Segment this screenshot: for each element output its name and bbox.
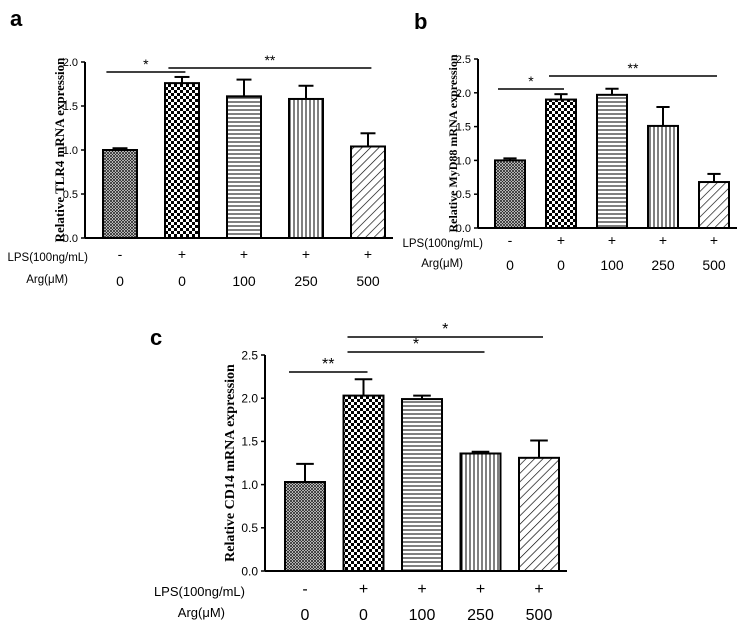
panel-label-c: c xyxy=(150,325,162,350)
bar xyxy=(596,93,628,229)
lps-row-label: LPS(100ng/mL) xyxy=(402,238,483,250)
bar xyxy=(102,149,138,239)
bar xyxy=(518,456,560,573)
lps-row-label: LPS(100ng/mL) xyxy=(7,252,88,264)
y-tick-label: 1.5 xyxy=(241,435,258,449)
y-axis-title: Relative MyD88 mRNA expression xyxy=(446,54,460,232)
lps-value: + xyxy=(534,581,543,598)
arg-row-label: Arg(μM) xyxy=(421,258,463,270)
y-tick-label: 1.0 xyxy=(63,145,78,157)
arg-value: 0 xyxy=(301,607,310,624)
arg-value: 100 xyxy=(409,607,436,624)
lps-value: + xyxy=(557,232,565,248)
arg-value: 250 xyxy=(467,607,494,624)
y-tick-label: 0.0 xyxy=(456,223,471,235)
arg-value: 500 xyxy=(526,607,553,624)
significance-label: ** xyxy=(264,52,275,68)
y-tick-label: 0.5 xyxy=(456,189,471,201)
significance-label: * xyxy=(442,321,448,338)
significance-label: * xyxy=(143,56,149,72)
bar xyxy=(545,98,577,229)
arg-row-label: Arg(μM) xyxy=(26,274,68,286)
arg-value: 0 xyxy=(359,607,368,624)
bar xyxy=(226,95,262,239)
arg-value: 0 xyxy=(178,273,186,289)
bar xyxy=(284,481,326,572)
arg-value: 500 xyxy=(356,273,380,289)
lps-value: + xyxy=(178,246,186,262)
arg-value: 0 xyxy=(116,273,124,289)
lps-value: + xyxy=(359,581,368,598)
lps-value: - xyxy=(118,246,123,262)
y-tick-label: 2.5 xyxy=(456,54,471,66)
bar xyxy=(350,145,386,239)
lps-value: + xyxy=(302,246,310,262)
lps-value: + xyxy=(608,232,616,248)
y-tick-label: 1.5 xyxy=(63,101,78,113)
lps-value: + xyxy=(417,581,426,598)
arg-value: 100 xyxy=(232,273,256,289)
y-tick-label: 0.5 xyxy=(63,189,78,201)
lps-value: + xyxy=(364,246,372,262)
significance-label: ** xyxy=(322,356,334,373)
y-axis-title: Relative TLR4 mRNA expression xyxy=(52,57,67,243)
lps-value: - xyxy=(508,232,513,248)
lps-value: + xyxy=(476,581,485,598)
bar xyxy=(164,82,200,240)
y-tick-label: 1.5 xyxy=(456,122,471,134)
bar xyxy=(698,181,730,229)
y-tick-label: 2.0 xyxy=(63,57,78,69)
lps-value: + xyxy=(710,232,718,248)
arg-row-label: Arg(μM) xyxy=(178,605,225,620)
bar xyxy=(401,398,443,572)
y-axis-title: Relative CD14 mRNA expression xyxy=(223,364,238,562)
bar xyxy=(459,452,502,572)
y-tick-label: 0.0 xyxy=(63,233,78,245)
bar xyxy=(288,97,324,239)
significance-label: ** xyxy=(628,60,639,76)
arg-value: 250 xyxy=(651,257,675,273)
panel-label-b: b xyxy=(414,9,427,34)
arg-value: 0 xyxy=(506,257,514,273)
arg-value: 500 xyxy=(702,257,726,273)
bar xyxy=(647,124,679,229)
y-tick-label: 1.0 xyxy=(241,478,258,492)
y-tick-label: 2.0 xyxy=(456,88,471,100)
y-tick-label: 0.0 xyxy=(241,564,258,578)
arg-value: 0 xyxy=(557,257,565,273)
bar xyxy=(494,159,526,229)
y-tick-label: 2.0 xyxy=(241,392,258,406)
significance-label: * xyxy=(528,73,534,89)
arg-value: 250 xyxy=(294,273,318,289)
y-tick-label: 1.0 xyxy=(456,155,471,167)
y-tick-label: 0.5 xyxy=(241,521,258,535)
y-tick-label: 2.5 xyxy=(241,348,258,362)
significance-label: * xyxy=(413,336,419,353)
bar xyxy=(342,394,385,572)
lps-row-label: LPS(100ng/mL) xyxy=(154,584,245,599)
lps-value: - xyxy=(302,581,307,598)
arg-value: 100 xyxy=(600,257,624,273)
panel-label-a: a xyxy=(10,6,23,31)
lps-value: + xyxy=(240,246,248,262)
lps-value: + xyxy=(659,232,667,248)
